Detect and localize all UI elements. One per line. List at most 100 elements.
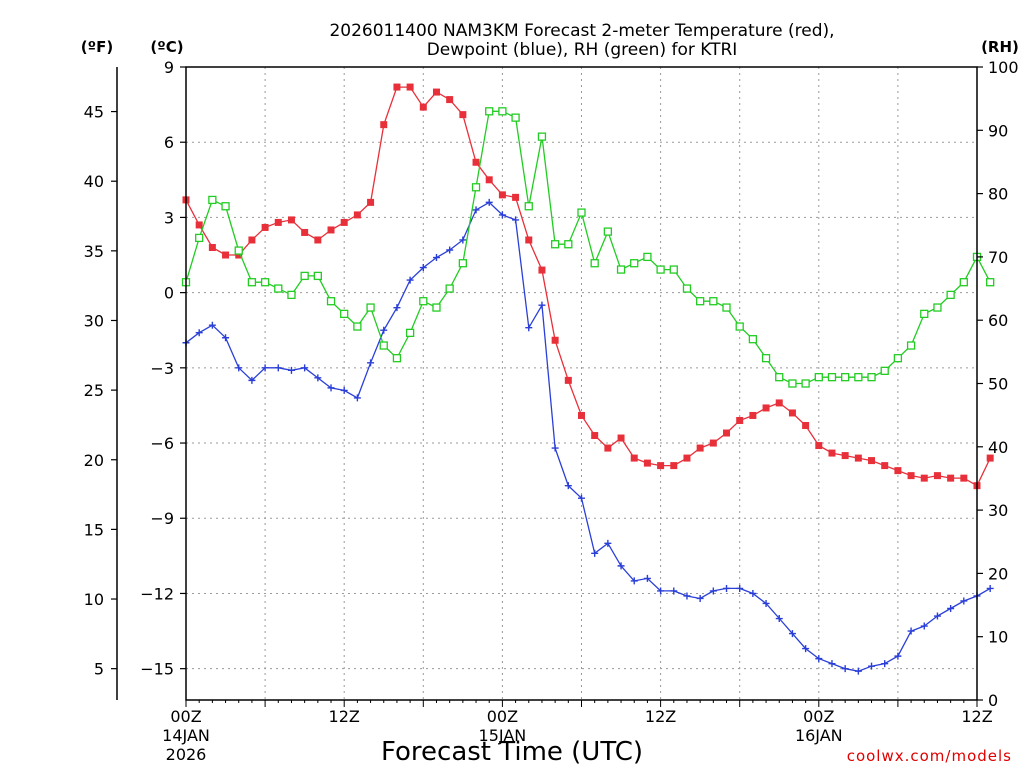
- rh-point: [735, 322, 744, 331]
- grid-lines: [186, 67, 977, 700]
- dewpoint-point: [340, 386, 348, 394]
- rh-tick-label: 70: [988, 248, 1008, 267]
- temperature-point: [314, 236, 322, 244]
- rh-point: [590, 259, 599, 268]
- temperature-point: [617, 434, 625, 442]
- rh-point: [564, 240, 573, 249]
- x-tick-label: 2026: [166, 745, 207, 764]
- dewpoint-point: [446, 246, 454, 254]
- dewpoint-point: [578, 494, 585, 502]
- rh-point: [841, 373, 850, 382]
- rh-point: [682, 284, 692, 293]
- temperature-point: [208, 243, 216, 251]
- rh-point: [880, 366, 889, 375]
- rh-tick-label: 40: [988, 438, 1008, 457]
- temperature-point: [393, 83, 401, 91]
- dewpoint-point: [498, 211, 506, 219]
- temperature-point: [604, 444, 612, 452]
- x-tick-label: 12Z: [329, 707, 360, 726]
- rh-unit-label: (RH): [981, 38, 1019, 56]
- temperature-point: [235, 251, 243, 259]
- temperature-point: [287, 216, 295, 224]
- temperature-point: [367, 198, 375, 206]
- rh-point: [696, 297, 705, 306]
- rh-point: [419, 297, 428, 306]
- rh-point: [366, 303, 375, 312]
- dewpoint-point: [380, 326, 388, 334]
- fahrenheit-tick-label: 40: [84, 172, 104, 191]
- temperature-point: [380, 121, 388, 129]
- series-rh: [181, 107, 995, 388]
- rh-point: [722, 303, 731, 312]
- dewpoint-point: [920, 622, 928, 630]
- dewpoint-point: [762, 599, 770, 607]
- celsius-tick-label: 9: [164, 58, 174, 77]
- fahrenheit-tick-label: 25: [84, 381, 104, 400]
- temperature-point: [419, 103, 427, 111]
- rh-tick-label: 30: [988, 501, 1008, 520]
- dewpoint-point: [195, 329, 203, 337]
- temperature-point: [274, 218, 282, 226]
- x-tick-label: 15JAN: [479, 726, 527, 745]
- x-tick-label: 00Z: [803, 707, 834, 726]
- temperature-point: [920, 474, 928, 482]
- temperature-point: [446, 96, 454, 104]
- rh-point: [445, 284, 454, 293]
- temperature-point: [459, 111, 467, 119]
- dewpoint-point: [261, 364, 269, 372]
- rh-point: [379, 341, 388, 350]
- dewpoint-point: [788, 630, 796, 638]
- chart-title-line-2: Dewpoint (blue), RH (green) for KTRI: [427, 40, 738, 60]
- dewpoint-point: [208, 321, 216, 329]
- temperature-point: [432, 88, 440, 96]
- temperature-point: [762, 404, 770, 412]
- dewpoint-point: [564, 482, 572, 490]
- fahrenheit-tick-label: 35: [84, 242, 104, 261]
- temperature-point: [340, 218, 348, 226]
- rh-point: [471, 183, 481, 192]
- temperature-point: [881, 462, 889, 470]
- temperature-point: [841, 452, 849, 460]
- dewpoint-point: [841, 665, 849, 673]
- temperature-point: [802, 421, 810, 429]
- temperature-point: [261, 223, 269, 231]
- dewpoint-point: [881, 660, 889, 668]
- temperature-point: [749, 411, 757, 419]
- rh-point: [498, 107, 507, 116]
- rh-point: [432, 303, 441, 312]
- dewpoint-point: [287, 366, 295, 374]
- temperature-point: [538, 266, 546, 274]
- dewpoint-point: [643, 574, 651, 582]
- rh-point: [353, 322, 362, 331]
- rh-point: [946, 290, 955, 300]
- rh-point: [511, 113, 520, 122]
- dewpoint-point: [591, 549, 599, 557]
- temperature-point: [723, 429, 731, 437]
- rh-point: [260, 278, 270, 287]
- dewpoint-point: [235, 364, 243, 372]
- temperature-point: [828, 449, 836, 457]
- rh-point: [748, 335, 758, 344]
- temperature-point: [301, 228, 309, 236]
- dewpoint-point: [802, 645, 810, 653]
- temperature-point: [222, 251, 230, 259]
- rh-point: [854, 373, 863, 382]
- dewpoint-point: [551, 444, 559, 452]
- dewpoint-point: [314, 374, 322, 382]
- temperature-point: [657, 462, 665, 470]
- dewpoint-point: [933, 612, 941, 620]
- axes-layer: 9630−3−6−9−12−15454035302520151051009080…: [84, 58, 1019, 764]
- rh-tick-label: 10: [988, 628, 1008, 647]
- temperature-point: [578, 411, 585, 419]
- temperature-point: [670, 462, 678, 470]
- temperature-point: [195, 221, 203, 229]
- rh-point: [788, 379, 797, 388]
- temperature-point: [788, 409, 796, 417]
- dewpoint-point: [617, 562, 625, 570]
- rh-point: [287, 290, 296, 300]
- dewpoint-point: [854, 667, 862, 675]
- dewpoint-point: [393, 304, 401, 312]
- rh-point: [643, 252, 652, 262]
- rh-tick-label: 80: [988, 185, 1008, 204]
